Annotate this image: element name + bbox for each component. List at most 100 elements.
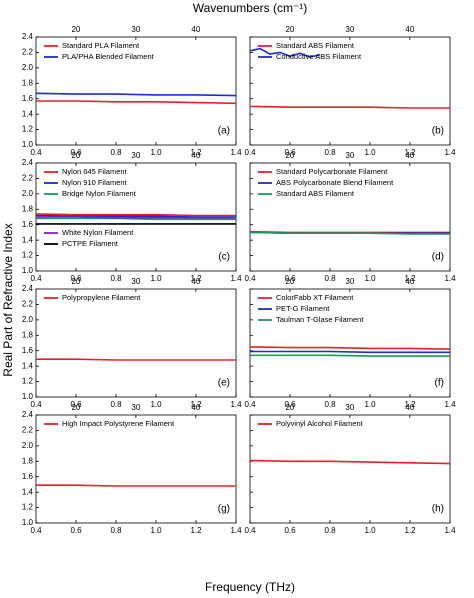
x-tick-label: 0.6 [70, 400, 82, 409]
y-tick-label: 1.6 [22, 346, 34, 355]
y-tick-label: 2.4 [22, 410, 34, 419]
plot-frame [249, 414, 451, 524]
x-tick-label: 1.0 [364, 400, 376, 409]
x2-tick-label: 40 [405, 151, 414, 160]
legend-label: Polypropylene Filament [62, 293, 141, 302]
x-tick-label: 1.0 [150, 148, 162, 157]
x-tick-label: 0.8 [324, 526, 336, 535]
x2-tick-label: 20 [285, 151, 294, 160]
x2-tick-label: 30 [345, 277, 354, 286]
y-tick-label: 2.0 [22, 441, 34, 450]
x-tick-label: 1.0 [364, 148, 376, 157]
series-line [36, 217, 236, 221]
series-line [249, 346, 451, 350]
legend-label: Standard PLA Filament [62, 41, 140, 50]
y-tick-label: 2.4 [22, 32, 34, 41]
series-line [249, 231, 450, 235]
x-tick-label: 0.6 [284, 400, 296, 409]
panel-label: (a) [218, 126, 230, 137]
plot-frame [35, 288, 237, 398]
y-tick-label: 2.2 [22, 48, 34, 57]
y-tick-label: 1.4 [22, 487, 34, 496]
x-tick-label: 0.4 [30, 148, 42, 157]
legend-label: Standard ABS Filament [276, 41, 355, 50]
x2-tick-label: 40 [405, 25, 414, 34]
x-tick-label: 0.6 [70, 526, 82, 535]
y-tick-label: 2.2 [22, 426, 34, 435]
x2-tick-label: 40 [191, 151, 200, 160]
y-tick-label: 1.2 [22, 377, 34, 386]
x-tick-label: 1.4 [444, 274, 456, 283]
panel-label: (h) [432, 504, 444, 515]
x-tick-label: 0.8 [324, 148, 336, 157]
x-tick-label: 0.6 [284, 274, 296, 283]
y-tick-label: 1.6 [22, 472, 34, 481]
y-tick-label: 1.6 [22, 220, 34, 229]
x-tick-label: 1.0 [150, 274, 162, 283]
x-tick-label: 0.6 [284, 148, 296, 157]
y-tick-label: 1.8 [22, 330, 34, 339]
panel-label: (d) [432, 252, 444, 263]
series-line [249, 47, 321, 58]
x-tick-label: 1.0 [364, 274, 376, 283]
y-tick-label: 2.4 [22, 158, 34, 167]
y-tick-label: 2.2 [22, 300, 34, 309]
x-tick-label: 0.8 [110, 400, 122, 409]
x-tick-label: 1.0 [150, 526, 162, 535]
x2-tick-label: 40 [405, 277, 414, 286]
x-tick-label: 0.4 [244, 526, 256, 535]
legend-label: PET-G Filament [276, 304, 330, 313]
x-tick-label: 1.4 [230, 400, 242, 409]
x-tick-label: 0.8 [110, 526, 122, 535]
x2-tick-label: 20 [285, 25, 294, 34]
x-tick-label: 0.4 [30, 274, 42, 283]
x2-tick-label: 20 [71, 151, 80, 160]
x2-tick-label: 20 [71, 25, 80, 34]
x2-tick-label: 40 [191, 403, 200, 412]
y-tick-label: 1.2 [22, 503, 34, 512]
x-tick-label: 0.4 [244, 148, 256, 157]
y-tick-label: 2.2 [22, 174, 34, 183]
y-tick-label: 1.0 [22, 392, 34, 401]
x2-tick-label: 30 [345, 25, 354, 34]
y-tick-label: 1.2 [22, 125, 34, 134]
series-line [35, 213, 236, 217]
legend-label: High Impact Polystyrene Filament [62, 419, 175, 428]
x-tick-label: 1.2 [190, 526, 202, 535]
legend-label: Nylon 910 Filament [62, 178, 128, 187]
x-tick-label: 1.2 [190, 274, 202, 283]
x-axis-label: Frequency (THz) [205, 580, 295, 594]
series-line [250, 350, 450, 354]
y-tick-label: 1.8 [22, 456, 34, 465]
legend-label: Polyvinyl Alcohol Filament [276, 419, 364, 428]
series-line [36, 100, 237, 105]
x-tick-label: 1.2 [404, 148, 416, 157]
series-line [36, 358, 236, 361]
x2-tick-label: 20 [285, 403, 294, 412]
legend-label: Standard ABS Filament [276, 189, 355, 198]
x-tick-label: 0.4 [244, 274, 256, 283]
x2-tick-label: 30 [131, 277, 140, 286]
series-line [36, 216, 236, 219]
x2-tick-label: 30 [345, 151, 354, 160]
legend-label: Nylon 645 Filament [62, 167, 128, 176]
x2-tick-label: 40 [191, 277, 200, 286]
x-tick-label: 1.0 [150, 400, 162, 409]
y-tick-label: 2.0 [22, 189, 34, 198]
series-line [36, 484, 236, 487]
x-tick-label: 1.2 [404, 526, 416, 535]
x-tick-label: 0.8 [110, 148, 122, 157]
x2-tick-label: 40 [191, 25, 200, 34]
legend-label: Standard Polycarbonate Filament [276, 167, 388, 176]
x-tick-label: 0.4 [244, 400, 256, 409]
x-tick-label: 1.2 [404, 274, 416, 283]
y-tick-label: 1.4 [22, 361, 34, 370]
y-tick-label: 2.0 [22, 63, 34, 72]
y-tick-label: 1.8 [22, 78, 34, 87]
x-tick-label: 1.2 [404, 400, 416, 409]
x-tick-label: 0.4 [30, 400, 42, 409]
plot-frame [35, 414, 237, 524]
panel-label: (b) [432, 126, 444, 137]
x-tick-label: 1.4 [230, 274, 242, 283]
